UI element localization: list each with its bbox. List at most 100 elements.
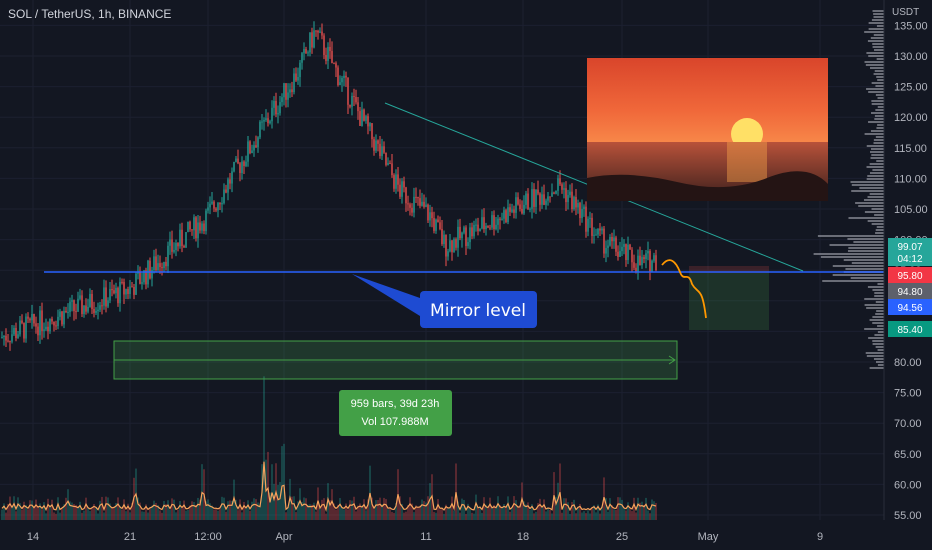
candle-body: [523, 204, 525, 214]
price-tick: 65.00: [894, 449, 922, 461]
candle-body: [557, 178, 559, 191]
volume-bar: [267, 451, 269, 520]
candle-body: [327, 46, 329, 61]
profile-bar: [875, 301, 884, 303]
profile-bar: [869, 67, 884, 69]
currency-label[interactable]: USDT: [892, 7, 920, 18]
candle-body: [281, 97, 283, 103]
profile-bar: [866, 178, 884, 180]
candle-body: [41, 310, 43, 331]
volume-bar: [507, 496, 509, 520]
volume-bar: [645, 497, 647, 520]
volume-bar: [153, 500, 155, 520]
volume-bar: [163, 500, 165, 520]
volume-bar: [295, 512, 297, 520]
candle-body: [545, 200, 547, 205]
candle-body: [287, 92, 289, 100]
candle-body: [335, 63, 337, 68]
candle-body: [251, 150, 253, 154]
candle-body: [231, 171, 233, 184]
volume-bar: [387, 509, 389, 520]
volume-bar: [483, 497, 485, 520]
volume-bar: [229, 500, 231, 520]
candle-body: [453, 239, 455, 253]
candlesticks[interactable]: [1, 21, 657, 351]
profile-bar: [873, 73, 884, 75]
candle-body: [645, 253, 647, 259]
volume-bar: [33, 507, 35, 520]
price-tick: 70.00: [894, 418, 922, 430]
candle-body: [553, 192, 555, 194]
volume-bar: [341, 507, 343, 520]
candle-body: [265, 118, 267, 121]
candle-body: [343, 75, 345, 78]
volume-bar: [285, 512, 287, 520]
volume-bar: [29, 500, 31, 520]
candle-body: [45, 326, 47, 330]
volume-bar: [31, 500, 33, 520]
volume-bar: [171, 498, 173, 520]
volume-bar: [339, 498, 341, 520]
candle-body: [451, 240, 453, 253]
candle-body: [409, 204, 411, 208]
volume-bar: [3, 503, 5, 520]
candle-body: [493, 215, 495, 230]
candle-body: [129, 286, 131, 294]
volume-bar: [305, 498, 307, 520]
candle-body: [235, 158, 237, 162]
volume-bar: [293, 496, 295, 520]
volume-bar: [623, 508, 625, 520]
candle-body: [603, 228, 605, 254]
candle-body: [87, 306, 89, 312]
target-zone[interactable]: [689, 273, 769, 330]
volume-bar: [471, 512, 473, 520]
volume-bar: [653, 501, 655, 520]
candle-body: [39, 310, 41, 336]
profile-bar: [877, 124, 884, 126]
candle-body: [609, 236, 611, 246]
bar-countdown: 04:12: [897, 254, 922, 265]
time-axis[interactable]: 14 21 12:00 Apr 11 18 25 May 9: [27, 531, 823, 543]
profile-bar: [873, 13, 884, 15]
volume-bar: [35, 499, 37, 520]
volume-bar: [241, 512, 243, 520]
volume-bar: [217, 510, 219, 520]
candle-body: [121, 281, 123, 283]
candle-body: [89, 293, 91, 307]
price-axis[interactable]: 55.0060.0065.0070.0075.0080.0085.0090.00…: [894, 20, 928, 522]
volume-bar: [209, 503, 211, 520]
volume-bar: [569, 513, 571, 520]
price-tick: 80.00: [894, 357, 922, 369]
candle-body: [395, 174, 397, 189]
volume-bar: [191, 501, 193, 520]
volume-bar: [143, 511, 145, 520]
candle-body: [33, 314, 35, 324]
volume-bar: [625, 510, 627, 520]
candle-body: [613, 237, 615, 242]
volume-bar: [15, 511, 17, 520]
volume-bar: [635, 512, 637, 520]
profile-bar: [848, 247, 884, 249]
profile-bar: [863, 199, 884, 201]
profile-bar: [866, 355, 884, 357]
candle-body: [109, 288, 111, 301]
candle-body: [543, 194, 545, 205]
volume-bar: [225, 511, 227, 520]
candle-body: [515, 197, 517, 213]
stop-zone[interactable]: [689, 266, 769, 273]
volume-bar: [323, 498, 325, 520]
candle-body: [511, 209, 513, 212]
candle-body: [333, 63, 335, 65]
volume-bar: [601, 506, 603, 520]
volume-bar: [539, 498, 541, 520]
candle-body: [277, 113, 279, 115]
volume-bar: [37, 506, 39, 520]
candle-body: [303, 49, 305, 54]
volume-bar: [313, 502, 315, 520]
volume-bar: [441, 508, 443, 520]
candle-body: [123, 282, 125, 295]
volume-bar: [367, 499, 369, 520]
mirror-level-callout[interactable]: [420, 291, 537, 328]
symbol-title[interactable]: SOL / TetherUS, 1h, BINANCE: [8, 7, 172, 21]
